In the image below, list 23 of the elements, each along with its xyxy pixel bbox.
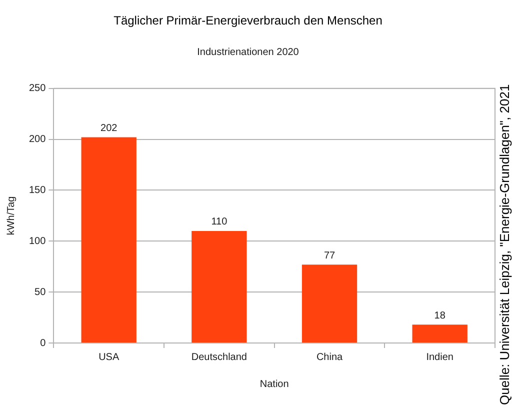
data-label: 18 bbox=[434, 310, 446, 322]
x-axis-title: Nation bbox=[260, 378, 289, 390]
source-note: Quelle: Universität Leipzig, "Energie-Grundlagen", 2021 bbox=[497, 84, 512, 405]
y-tick-label: 250 bbox=[28, 83, 46, 94]
x-tick-label: USA bbox=[98, 352, 120, 363]
y-tick-label: 100 bbox=[28, 236, 46, 247]
chart-subtitle: Industrienationen 2020 bbox=[197, 47, 300, 58]
y-axis-title: kWh/Tag bbox=[6, 196, 17, 236]
x-tick-label: China bbox=[316, 352, 344, 363]
bar bbox=[81, 137, 136, 342]
data-label: 202 bbox=[100, 123, 118, 134]
bar bbox=[192, 230, 247, 342]
y-tick-label: 50 bbox=[34, 286, 46, 298]
bar bbox=[412, 324, 468, 342]
data-label: 77 bbox=[324, 250, 336, 262]
x-tick-label: Indien bbox=[426, 352, 454, 363]
y-tick-label: 200 bbox=[28, 134, 46, 146]
data-label: 110 bbox=[211, 216, 228, 228]
chart-title: Täglicher Primär-Energieverbrauch den Menschen bbox=[114, 14, 382, 28]
y-tick-label: 150 bbox=[28, 184, 46, 196]
y-tick-label: 0 bbox=[40, 338, 46, 349]
bar bbox=[302, 264, 358, 342]
x-tick-label: Deutschland bbox=[191, 352, 247, 363]
